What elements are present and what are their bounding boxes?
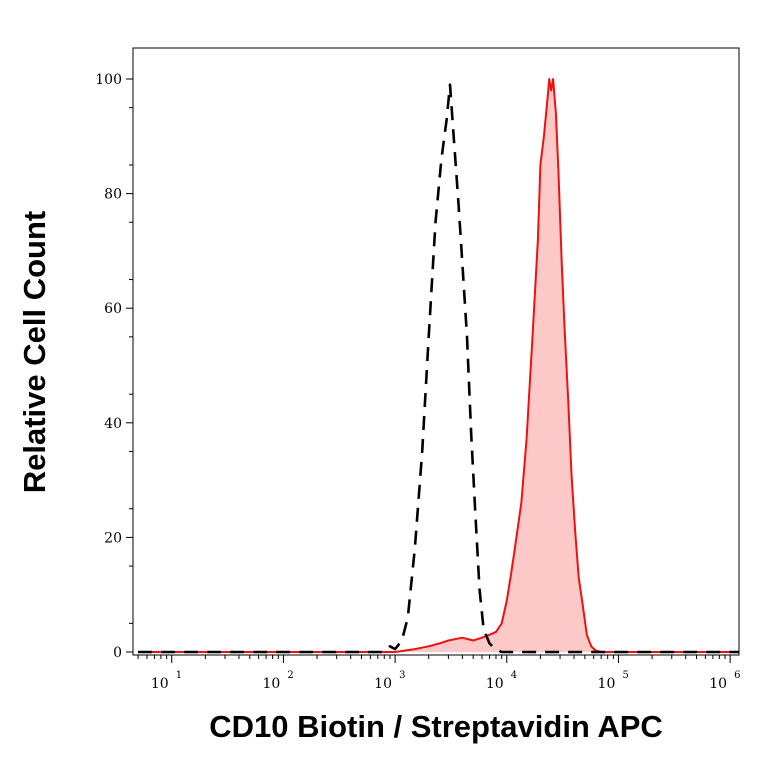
series-line-solid bbox=[138, 78, 739, 653]
y-tick-label-0: 0 bbox=[113, 645, 122, 661]
x-tick-label-base: 10 bbox=[263, 676, 281, 692]
x-tick-label-exp: 6 bbox=[734, 670, 740, 681]
plot-frame bbox=[132, 47, 740, 656]
series-line-dashed bbox=[138, 83, 739, 654]
y-tick-label-100: 100 bbox=[95, 72, 122, 88]
y-tick-label-80: 80 bbox=[104, 187, 122, 203]
x-tick-label-exp: 5 bbox=[622, 670, 628, 681]
axis-layer: 0 20 40 60 80 100 10 1 10 2 10 3 10 4 10 5 10 6 bbox=[95, 72, 740, 692]
y-tick-label-20: 20 bbox=[104, 530, 122, 546]
x-tick-label-exp: 3 bbox=[399, 670, 405, 681]
x-tick-label-exp: 2 bbox=[287, 670, 293, 681]
x-axis-title: CD10 Biotin / Streptavidin APC bbox=[209, 709, 663, 744]
y-axis-title: Relative Cell Count bbox=[17, 211, 52, 494]
x-tick-label-base: 10 bbox=[374, 676, 392, 692]
series-layer bbox=[138, 78, 740, 654]
x-tick-label-exp: 1 bbox=[176, 670, 182, 681]
y-tick-label-40: 40 bbox=[104, 416, 122, 432]
x-tick-label-base: 10 bbox=[151, 676, 169, 692]
x-tick-label-base: 10 bbox=[486, 676, 504, 692]
x-tick-label-exp: 4 bbox=[511, 670, 517, 681]
y-tick-label-60: 60 bbox=[104, 301, 122, 317]
x-tick-label-base: 10 bbox=[598, 676, 616, 692]
x-tick-label-base: 10 bbox=[709, 676, 727, 692]
